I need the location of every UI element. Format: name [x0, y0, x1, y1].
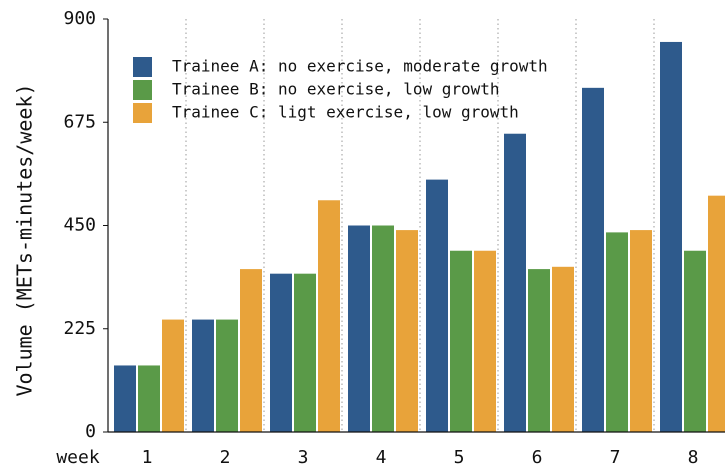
x-axis-label: week: [56, 447, 100, 468]
bar: [396, 230, 418, 432]
x-tick-label: 8: [688, 447, 699, 468]
bar: [474, 250, 496, 432]
bar: [162, 319, 184, 432]
bar: [528, 269, 550, 432]
x-tick-label: 3: [298, 447, 309, 468]
bar: [684, 250, 706, 432]
legend-swatch: [133, 80, 152, 100]
bar: [348, 225, 370, 432]
y-tick-label: 450: [63, 215, 96, 236]
bar: [606, 232, 628, 432]
legend-label: Trainee B: no exercise, low growth: [172, 80, 500, 99]
y-tick-label: 900: [63, 8, 96, 29]
y-tick-label: 675: [63, 111, 96, 132]
bar: [630, 230, 652, 432]
x-tick-label: 6: [532, 447, 543, 468]
bar: [192, 319, 214, 432]
bar: [450, 250, 472, 432]
bar: [294, 273, 316, 432]
legend-swatch: [133, 103, 152, 123]
bar: [114, 365, 136, 432]
bar: [708, 195, 725, 432]
bar: [660, 41, 682, 432]
bar: [372, 225, 394, 432]
legend: Trainee A: no exercise, moderate growth T…: [133, 57, 548, 123]
x-tick-label: 4: [376, 447, 387, 468]
bar: [504, 133, 526, 432]
y-tick-label: 0: [85, 421, 96, 442]
bar: [318, 200, 340, 432]
legend-label: Trainee A: no exercise, moderate growth: [172, 57, 548, 76]
bar: [240, 269, 262, 432]
bar: [138, 365, 160, 432]
y-axis-label: Volume (METs-minutes/week): [13, 83, 37, 396]
x-tick-label: 7: [610, 447, 621, 468]
bar: [582, 87, 604, 432]
y-tick-label: 225: [63, 318, 96, 339]
bar: [426, 179, 448, 432]
x-tick-label: 2: [220, 447, 231, 468]
x-tick-label: 1: [142, 447, 153, 468]
legend-label: Trainee C: ligt exercise, low growth: [172, 103, 519, 122]
bar: [552, 266, 574, 432]
x-tick-label: 5: [454, 447, 465, 468]
bar: [216, 319, 238, 432]
legend-swatch: [133, 57, 152, 77]
bar: [270, 273, 292, 432]
